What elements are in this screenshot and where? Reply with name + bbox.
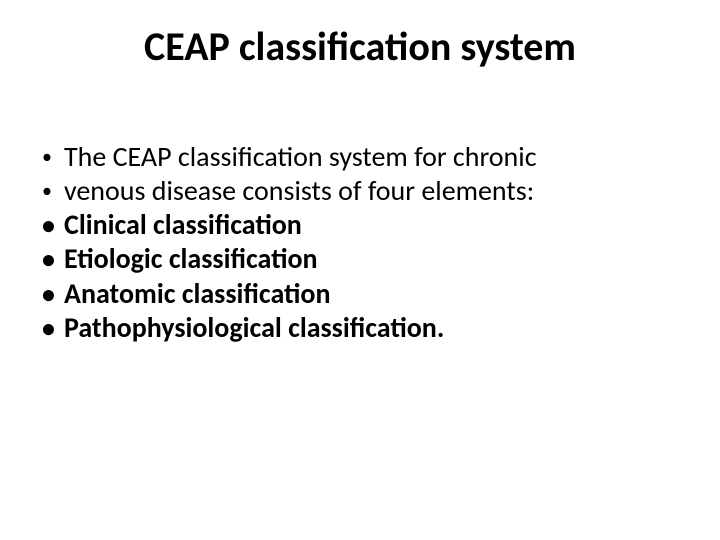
slide-body: • The CEAP classification system for chr…	[36, 140, 676, 345]
list-item-text: Etiologic classification	[64, 242, 676, 276]
slide: CEAP classification system • The CEAP cl…	[0, 0, 720, 540]
bullet-icon: •	[36, 242, 64, 276]
list-item: • The CEAP classification system for chr…	[36, 140, 676, 174]
bullet-icon: •	[36, 311, 64, 345]
bullet-icon: •	[36, 140, 64, 174]
bullet-icon: •	[36, 174, 64, 208]
list-item: • Anatomic classification	[36, 277, 676, 311]
list-item: • venous disease consists of four elemen…	[36, 174, 676, 208]
list-item: • Etiologic classification	[36, 242, 676, 276]
list-item: • Clinical classification	[36, 208, 676, 242]
slide-title: CEAP classification system	[0, 22, 720, 71]
list-item-text: Clinical classification	[64, 208, 676, 242]
list-item-text: venous disease consists of four elements…	[64, 174, 676, 208]
list-item-text: Pathophysiological classification.	[64, 311, 676, 345]
bullet-icon: •	[36, 208, 64, 242]
list-item: • Pathophysiological classification.	[36, 311, 676, 345]
list-item-text: The CEAP classification system for chron…	[64, 140, 676, 174]
list-item-text: Anatomic classification	[64, 277, 676, 311]
bullet-icon: •	[36, 277, 64, 311]
